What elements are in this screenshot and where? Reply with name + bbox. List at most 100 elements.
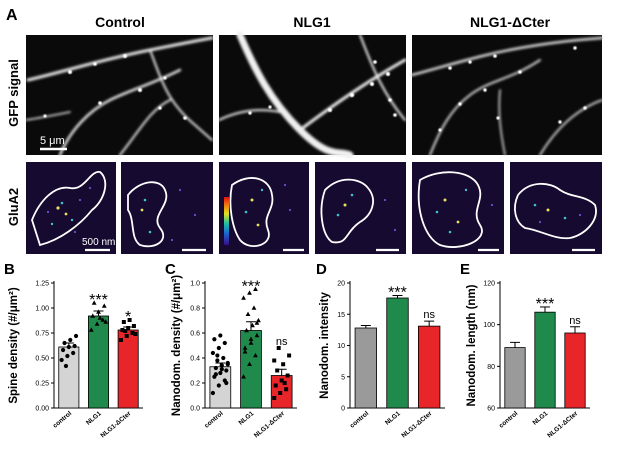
- y-tick-label: 0.50: [35, 356, 49, 363]
- significance-label: ***: [536, 296, 555, 313]
- column-title-nlg1-dcter: NLG1-ΔCter: [470, 14, 551, 30]
- data-point: [241, 295, 246, 300]
- y-tick-label: 120: [483, 281, 495, 288]
- panel-a-letter: A: [6, 7, 18, 24]
- y-tick-label: 0.0: [190, 406, 200, 413]
- y-tick-label: 1.25: [35, 281, 49, 288]
- data-point: [216, 383, 221, 388]
- y-tick-label: 0.6: [190, 331, 200, 338]
- panel-letter-c: C: [165, 261, 176, 278]
- data-point: [73, 333, 79, 339]
- y-tick-label: 0.75: [35, 331, 49, 338]
- scalebar-label-gfp: 5 μm: [40, 135, 65, 147]
- data-point: [123, 329, 128, 333]
- data-point: [127, 318, 132, 322]
- panel-letter-b: B: [4, 261, 15, 278]
- y-tick-label: 0.8: [190, 306, 200, 313]
- charts: B Spine density (#/μm²) 0.00 0.25 0.50 0.75 1.…: [4, 261, 590, 439]
- data-point: [90, 313, 96, 318]
- data-point: [131, 324, 136, 328]
- y-axis-label: Spine density (#/μm²): [8, 287, 20, 403]
- y-tick-label: 100: [483, 322, 495, 329]
- data-point: [272, 396, 277, 400]
- x-tick-label: control: [498, 410, 520, 430]
- x-tick-label: NLG1: [532, 410, 550, 427]
- data-point: [60, 347, 66, 353]
- data-point: [96, 309, 101, 314]
- data-point: [251, 305, 257, 310]
- data-point: [97, 315, 103, 320]
- data-point: [72, 343, 77, 349]
- panel-letter-d: D: [316, 261, 327, 278]
- data-point: [224, 380, 229, 386]
- significance-label: ns: [423, 309, 435, 321]
- x-tick-label: NLG1-ΔCter: [400, 410, 433, 440]
- column-title-control: Control: [95, 14, 145, 30]
- data-point: [216, 345, 221, 351]
- glua2-image-nlg1-1: [219, 162, 309, 254]
- data-point: [254, 320, 260, 325]
- glua2-image-nlg1-dcter-2: [510, 162, 602, 254]
- y-axis-label: Nanodom. density (#/μm²): [171, 275, 183, 416]
- significance-label: ***: [89, 292, 108, 309]
- data-point: [253, 286, 258, 292]
- x-tick-label: NLG1: [237, 410, 255, 427]
- data-point: [225, 362, 230, 367]
- x-tick-label: NLG1-ΔCter: [546, 410, 579, 440]
- data-point: [126, 326, 131, 330]
- row-label-gfp: GFP signal: [6, 59, 21, 127]
- data-point: [278, 391, 283, 395]
- scalebar-label-glua2: 500 nm: [82, 237, 115, 248]
- y-tick-label: 1.00: [35, 306, 49, 313]
- y-tick-label: 15: [337, 312, 345, 319]
- data-point: [213, 372, 218, 377]
- x-tick-label: control: [203, 410, 225, 430]
- data-point: [130, 331, 135, 335]
- bar-3: [417, 325, 441, 409]
- gfp-image-nlg1-dcter: [410, 35, 604, 156]
- y-tick-label: 0.25: [35, 381, 49, 388]
- lut-color-bar: [224, 197, 229, 245]
- data-point: [287, 353, 292, 358]
- data-point: [120, 328, 125, 332]
- data-point: [118, 338, 123, 342]
- data-point: [242, 349, 248, 354]
- y-tick-label: 60: [487, 406, 495, 413]
- data-point: [212, 337, 217, 342]
- data-point: [213, 365, 218, 371]
- panel-letter-e: E: [460, 261, 470, 278]
- data-point: [94, 321, 100, 326]
- gfp-image-nlg1: [218, 31, 407, 159]
- data-point: [218, 370, 223, 376]
- x-tick-label: NLG1-ΔCter: [253, 410, 286, 440]
- data-point: [248, 340, 254, 345]
- data-point: [275, 368, 280, 373]
- data-point: [133, 332, 138, 336]
- data-point: [248, 336, 254, 342]
- y-tick-label: 5: [341, 374, 345, 381]
- data-point: [103, 319, 109, 324]
- data-point: [224, 368, 229, 373]
- data-point: [91, 300, 97, 305]
- panel-a: A Control NLG1 NLG1-ΔCter GFP signal Glu…: [6, 7, 604, 254]
- y-tick-label: 0.00: [35, 406, 49, 413]
- glua2-image-control-1: 500 nm: [26, 162, 116, 254]
- data-point: [219, 367, 224, 372]
- data-point: [65, 353, 70, 359]
- data-point: [62, 340, 67, 346]
- data-point: [101, 303, 107, 308]
- significance-label: ***: [388, 285, 407, 302]
- x-tick-label: NLG1-ΔCter: [99, 410, 132, 440]
- data-point: [215, 353, 220, 358]
- chart-b: B Spine density (#/μm²) 0.00 0.25 0.50 0.75 1.…: [4, 261, 143, 439]
- data-point: [66, 344, 71, 350]
- y-axis-label: Nanodom. intensity: [319, 292, 331, 399]
- data-point: [210, 390, 215, 396]
- bar-1: [354, 327, 378, 409]
- data-point: [68, 337, 73, 343]
- y-tick-label: 0.4: [190, 356, 200, 363]
- gfp-image-control: 5 μm: [25, 35, 214, 157]
- data-point: [100, 317, 106, 322]
- data-point: [247, 290, 252, 295]
- significance-label: *: [125, 309, 131, 326]
